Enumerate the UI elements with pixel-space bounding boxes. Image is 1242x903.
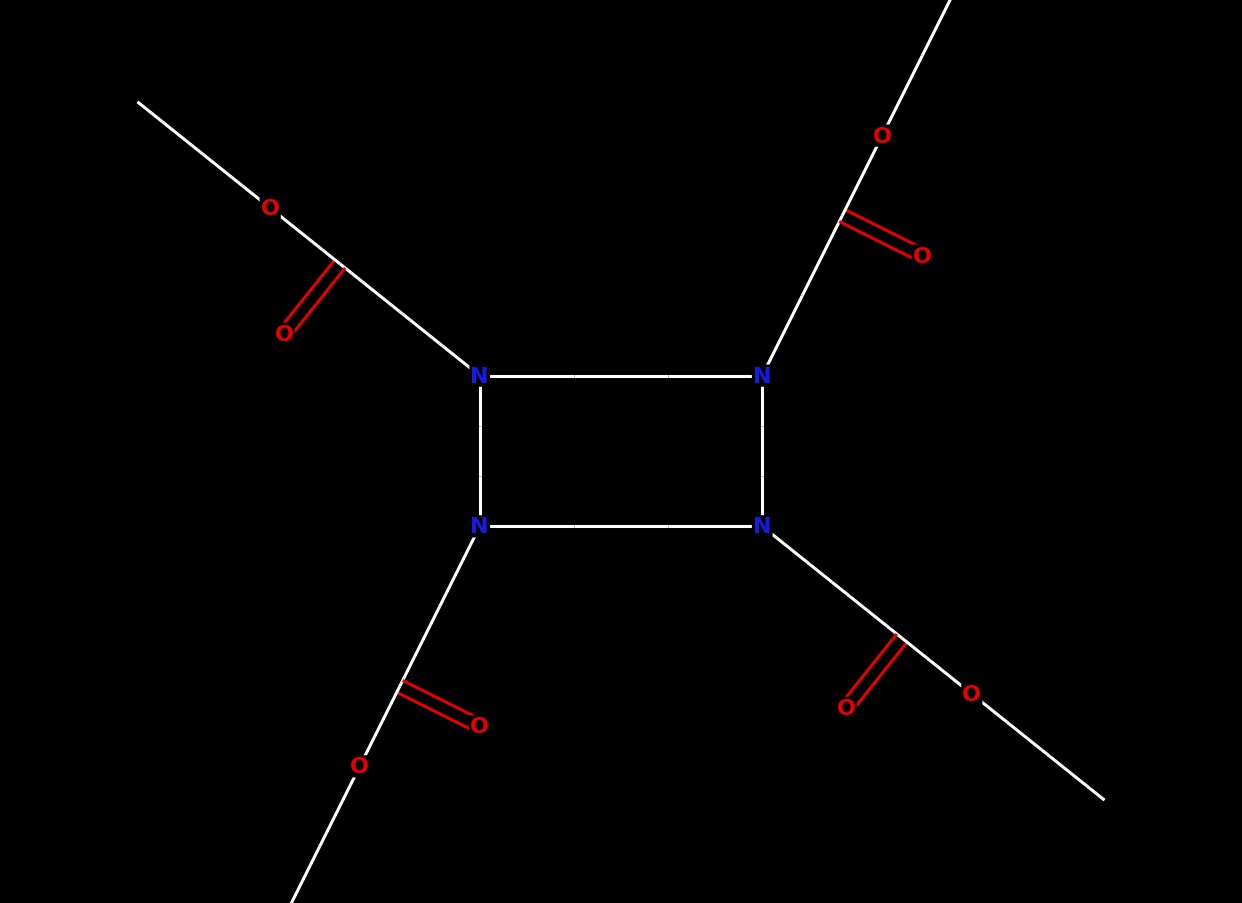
Text: O: O [350, 757, 369, 777]
Text: O: O [837, 698, 856, 718]
Text: O: O [873, 126, 892, 146]
Text: N: N [471, 517, 489, 536]
Text: N: N [753, 367, 771, 386]
Text: O: O [274, 324, 293, 344]
Text: O: O [913, 247, 932, 266]
Text: N: N [753, 517, 771, 536]
Text: N: N [471, 367, 489, 386]
Text: O: O [963, 684, 981, 704]
Text: O: O [261, 199, 279, 219]
Text: O: O [471, 717, 489, 737]
